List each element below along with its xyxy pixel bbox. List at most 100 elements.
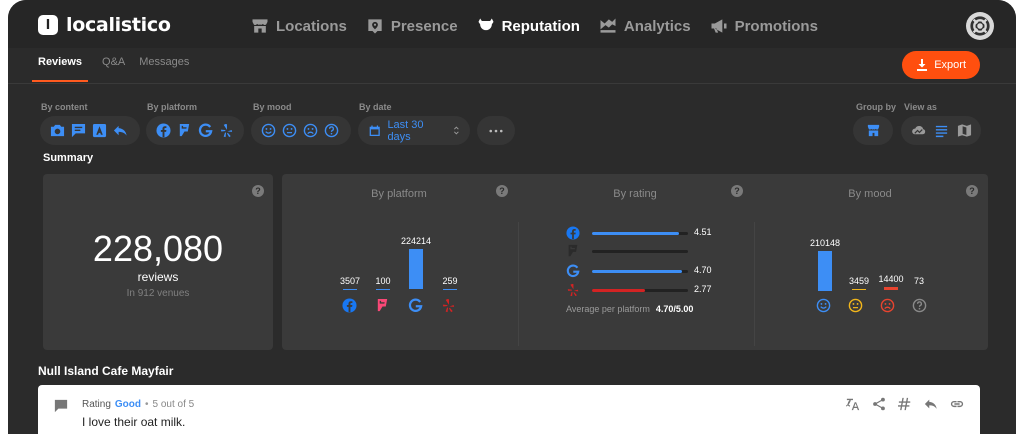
- share-icon[interactable]: [872, 397, 886, 411]
- google-filter-toggle[interactable]: [198, 123, 213, 138]
- platform-bar-yelp: 259: [433, 276, 467, 290]
- hashtag-icon[interactable]: [898, 397, 912, 411]
- rating-value-facebook: 4.51: [694, 227, 712, 237]
- reply-icon: [113, 125, 127, 136]
- translation-filter-toggle[interactable]: [92, 123, 107, 138]
- list-icon: [935, 125, 948, 138]
- view-chart-toggle[interactable]: [911, 123, 926, 138]
- mood-icons: [816, 298, 927, 313]
- yelp-filter-toggle[interactable]: [219, 123, 234, 138]
- platform-count-google: 224214: [400, 236, 432, 246]
- platform-bar-facebook: 3507: [333, 276, 367, 290]
- platform-count-yelp: 259: [442, 276, 458, 286]
- google-icon: [198, 123, 213, 138]
- negative-mood-toggle[interactable]: [303, 123, 318, 138]
- nav-label: Promotions: [734, 17, 818, 35]
- view-list-toggle[interactable]: [934, 123, 949, 138]
- frown-icon: [303, 123, 318, 138]
- tab-qa[interactable]: Q&A: [102, 56, 126, 68]
- comment-icon: [71, 123, 86, 138]
- tab-reviews[interactable]: Reviews: [32, 56, 89, 82]
- rating-row-facebook: 4.51: [566, 226, 712, 240]
- rating-fill: [592, 232, 679, 235]
- foursquare-icon: [179, 123, 190, 137]
- filter-mood: [251, 116, 351, 145]
- view-as-select: [901, 116, 981, 145]
- mood-count-negative: 14400: [878, 274, 904, 284]
- store-icon: [867, 124, 879, 137]
- platform-bar-foursquare: 100: [366, 276, 400, 290]
- foursquare-filter-toggle[interactable]: [177, 123, 192, 138]
- yelp-icon: [567, 283, 579, 297]
- google-icon: [566, 264, 580, 278]
- average-per-platform: Average per platform 4.70/5.00: [566, 304, 693, 314]
- top-navbar: l localistico Locations Presence Reputat…: [8, 0, 1016, 48]
- letter-a-icon: [92, 123, 107, 138]
- nav-label: Locations: [276, 17, 347, 35]
- yelp-icon: [220, 123, 233, 138]
- export-button[interactable]: Export: [902, 51, 980, 79]
- help-icon[interactable]: ?: [731, 185, 743, 197]
- help-button[interactable]: [966, 12, 994, 40]
- tab-messages[interactable]: Messages: [139, 56, 190, 68]
- nav-locations[interactable]: Locations: [250, 16, 347, 36]
- facebook-filter-toggle[interactable]: [156, 123, 171, 138]
- smile-icon: [816, 298, 831, 313]
- nav-reputation[interactable]: Reputation: [476, 16, 580, 36]
- date-range-select[interactable]: Last 30 days: [358, 116, 470, 145]
- pin-icon: [368, 19, 382, 34]
- facebook-icon: [342, 298, 357, 313]
- rating-word: Good: [114, 399, 142, 410]
- nav-promotions[interactable]: Promotions: [709, 16, 818, 36]
- mood-count-unknown: 73: [913, 276, 924, 286]
- rating-value-yelp: 2.77: [694, 284, 712, 294]
- rating-fill: [592, 289, 646, 292]
- total-reviews-label: reviews: [137, 270, 179, 284]
- foursquare-icon: [377, 298, 388, 312]
- nav-presence[interactable]: Presence: [365, 16, 458, 36]
- help-icon[interactable]: ?: [496, 185, 508, 197]
- question-circle-icon: [912, 298, 927, 313]
- neutral-face-icon: [848, 298, 863, 313]
- neutral-mood-toggle[interactable]: [282, 123, 297, 138]
- help-icon[interactable]: ?: [252, 185, 264, 197]
- mood-count-neutral: 3459: [848, 276, 870, 286]
- mood-bar-unknown: 73: [900, 276, 938, 289]
- photo-filter-toggle[interactable]: [50, 123, 65, 138]
- nav-analytics[interactable]: Analytics: [598, 16, 691, 36]
- app-logo[interactable]: l localistico: [38, 14, 171, 36]
- reply-filter-toggle[interactable]: [113, 123, 128, 138]
- reply-icon[interactable]: [924, 397, 938, 411]
- facebook-icon: [566, 226, 580, 240]
- mood-bar-positive: 210148: [806, 238, 844, 291]
- positive-mood-toggle[interactable]: [261, 123, 276, 138]
- sub-navbar: Reviews Q&A Messages Export: [8, 48, 1016, 84]
- help-icon[interactable]: ?: [966, 185, 978, 197]
- nav-label: Analytics: [623, 17, 691, 35]
- group-by-select[interactable]: [853, 116, 893, 145]
- link-icon[interactable]: [950, 397, 964, 411]
- rating-track: [592, 289, 688, 292]
- filter-label-platform: By platform: [147, 102, 198, 112]
- lifebuoy-icon: [970, 16, 990, 36]
- review-card: Rating Good • 5 out of 5 I love their oa…: [38, 385, 980, 434]
- subtabs: Reviews Q&A Messages: [32, 56, 190, 82]
- bar: [376, 289, 390, 290]
- more-dots-icon: [489, 129, 503, 132]
- more-filters-button[interactable]: [477, 116, 515, 145]
- section-divider: [518, 222, 519, 346]
- breakdown-card: By platform ? 3507 100 224214 259 By rat…: [282, 174, 988, 350]
- facebook-icon: [156, 123, 171, 138]
- text-filter-toggle[interactable]: [71, 123, 86, 138]
- download-icon: [917, 59, 928, 71]
- unknown-mood-toggle[interactable]: [324, 123, 339, 138]
- total-reviews-card: ? 228,080 reviews In 912 venues: [43, 174, 273, 350]
- main-nav: Locations Presence Reputation Analytics …: [250, 16, 818, 36]
- translate-icon[interactable]: [846, 397, 860, 411]
- map-icon: [957, 124, 972, 137]
- smile-icon: [261, 123, 276, 138]
- filter-label-mood: By mood: [253, 102, 292, 112]
- view-map-toggle[interactable]: [957, 123, 972, 138]
- rating-score: 5 out of 5: [152, 399, 195, 410]
- by-platform-title: By platform: [371, 188, 427, 200]
